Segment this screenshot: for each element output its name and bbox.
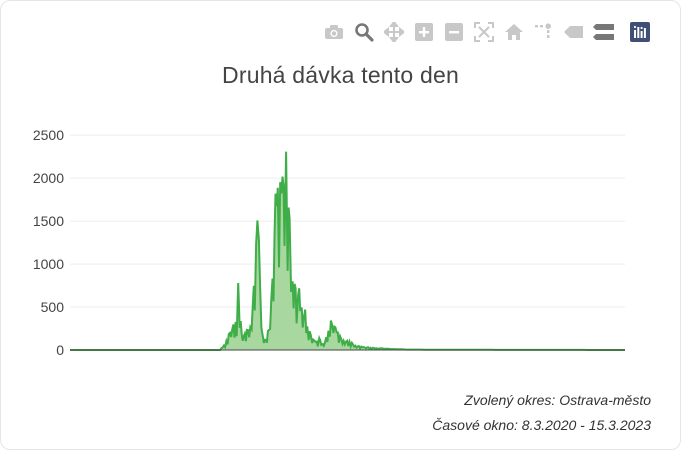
spikelines-icon[interactable] xyxy=(529,20,559,44)
district-caption: Zvolený okres: Ostrava-město xyxy=(464,392,651,408)
y-tick-label: 500 xyxy=(41,299,65,315)
y-axis-tick-labels: 0 500 1000 1500 2000 2500 xyxy=(33,127,64,358)
y-tick-label: 2000 xyxy=(33,170,64,186)
camera-icon[interactable] xyxy=(319,20,349,44)
chart-title: Druhá dávka tento den xyxy=(222,62,459,88)
y-tick-label: 1000 xyxy=(33,256,64,272)
plotly-logo-icon[interactable] xyxy=(625,20,655,44)
zoom-icon[interactable] xyxy=(349,20,379,44)
modebar xyxy=(319,20,655,44)
y-tick-label: 0 xyxy=(56,342,64,358)
gridlines xyxy=(70,134,625,308)
y-tick-label: 1500 xyxy=(33,213,64,229)
zoom-in-icon[interactable] xyxy=(409,20,439,44)
pan-icon[interactable] xyxy=(379,20,409,44)
series-area-fill xyxy=(70,151,625,350)
hover-compare-icon[interactable] xyxy=(589,20,619,44)
autoscale-icon[interactable] xyxy=(469,20,499,44)
home-icon[interactable] xyxy=(499,20,529,44)
time-window-caption: Časové okno: 8.3.2020 - 15.3.2023 xyxy=(432,417,651,433)
series-line xyxy=(70,151,625,351)
hover-closest-icon[interactable] xyxy=(559,20,589,44)
zoom-out-icon[interactable] xyxy=(439,20,469,44)
y-tick-label: 2500 xyxy=(33,127,64,143)
